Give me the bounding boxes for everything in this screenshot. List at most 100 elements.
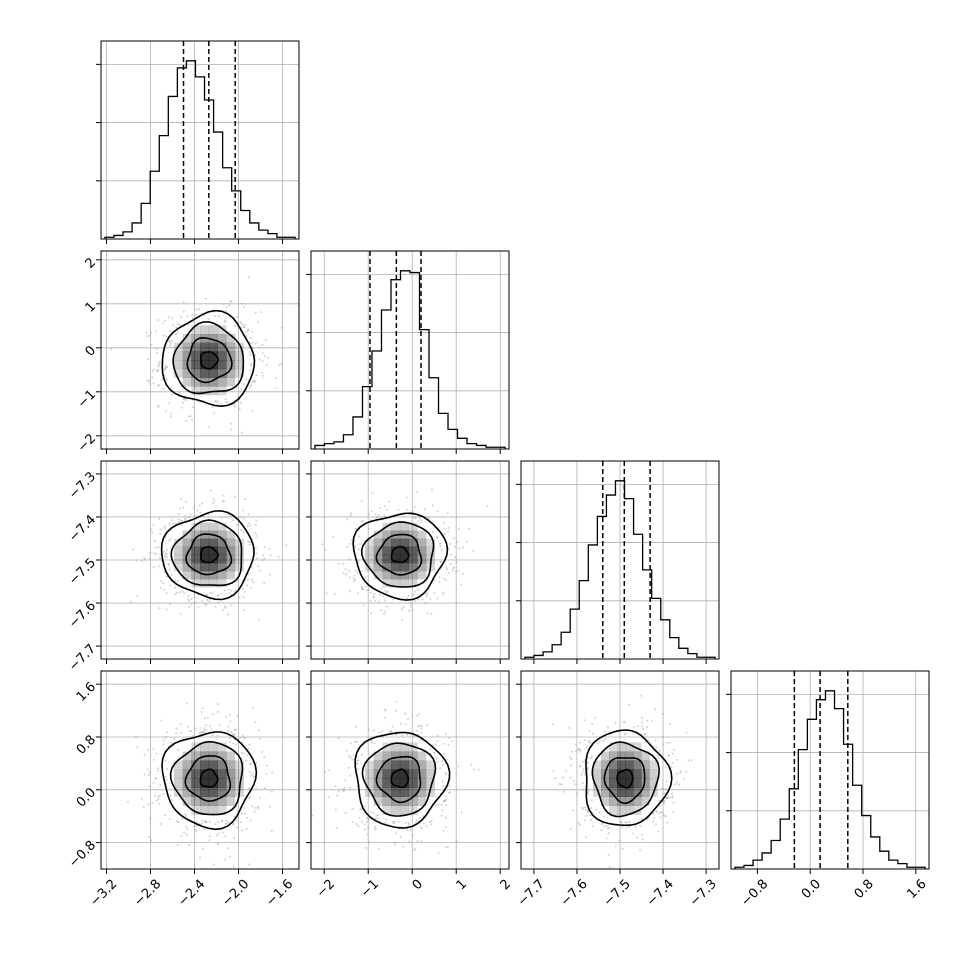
scatter-point bbox=[574, 783, 577, 786]
scatter-point bbox=[433, 579, 436, 582]
scatter-point bbox=[654, 739, 657, 742]
scatter-point bbox=[430, 819, 433, 822]
scatter-point bbox=[217, 400, 220, 403]
contour-3 bbox=[354, 731, 451, 829]
panel-frame bbox=[100, 670, 300, 870]
scatter-point bbox=[585, 814, 588, 817]
scatter-point bbox=[436, 535, 439, 538]
scatter-point bbox=[180, 316, 183, 319]
scatter-point bbox=[262, 554, 265, 557]
density-cell bbox=[617, 760, 626, 770]
scatter-point bbox=[242, 326, 245, 329]
scatter-point bbox=[586, 768, 589, 771]
density-cell bbox=[382, 546, 392, 556]
scatter-point bbox=[569, 827, 572, 830]
scatter-point bbox=[157, 319, 160, 322]
density-cell bbox=[609, 751, 618, 761]
scatter-point bbox=[394, 832, 397, 835]
scatter-point bbox=[348, 576, 351, 579]
scatter-point bbox=[250, 362, 253, 365]
scatter-point bbox=[257, 807, 260, 810]
density-cell bbox=[217, 522, 227, 531]
scatter-point bbox=[395, 700, 398, 703]
scatter-point bbox=[402, 606, 405, 609]
scatter-point bbox=[172, 522, 175, 525]
scatter-point bbox=[653, 816, 656, 819]
scatter-point bbox=[229, 713, 232, 716]
scatter-point bbox=[153, 552, 156, 555]
density-cell bbox=[200, 778, 210, 788]
scatter-point bbox=[554, 777, 557, 780]
scatter-point bbox=[670, 766, 673, 769]
scatter-point bbox=[357, 561, 360, 564]
scatter-point bbox=[253, 776, 256, 779]
density-cell bbox=[641, 796, 650, 806]
scatter-point bbox=[607, 827, 610, 830]
scatter-point bbox=[425, 593, 428, 596]
scatter-point bbox=[191, 406, 194, 409]
density-cell bbox=[173, 351, 183, 361]
density-cell bbox=[417, 570, 427, 580]
scatter-point bbox=[154, 546, 157, 549]
density-cell bbox=[426, 787, 436, 797]
scatter-point bbox=[321, 543, 324, 546]
scatter-point bbox=[185, 420, 188, 423]
scatter-point bbox=[170, 574, 173, 577]
scatter-point bbox=[244, 324, 247, 327]
scatter-point bbox=[623, 733, 626, 736]
scatter-point bbox=[679, 770, 682, 773]
scatter-point bbox=[658, 757, 661, 760]
density-cell bbox=[391, 554, 401, 564]
scatter-point bbox=[215, 400, 218, 403]
scatter-point bbox=[461, 572, 464, 575]
scatter-point bbox=[389, 730, 392, 733]
density-cell bbox=[617, 796, 626, 806]
density-cell bbox=[217, 325, 227, 335]
density-cell bbox=[617, 787, 626, 797]
density-cell bbox=[399, 579, 409, 588]
scatter-point bbox=[449, 542, 452, 545]
scatter-point bbox=[191, 317, 194, 320]
scatter-point bbox=[225, 715, 228, 718]
scatter-point bbox=[677, 783, 680, 786]
scatter-point bbox=[458, 547, 461, 550]
scatter-point bbox=[165, 552, 168, 555]
density-cell bbox=[365, 554, 375, 564]
contour-0 bbox=[616, 768, 634, 789]
density-cell bbox=[592, 769, 602, 779]
density-cell bbox=[399, 769, 409, 779]
scatter-point bbox=[574, 743, 577, 746]
scatter-point bbox=[372, 595, 375, 598]
scatter-point bbox=[389, 730, 392, 733]
density-cell bbox=[173, 368, 183, 378]
scatter-point bbox=[596, 742, 599, 745]
density-cell bbox=[426, 778, 436, 788]
scatter-point bbox=[352, 754, 355, 757]
y-tick-label: 1.6 bbox=[74, 680, 99, 705]
scatter-point bbox=[204, 604, 207, 607]
scatter-point bbox=[356, 759, 359, 762]
scatter-point bbox=[445, 732, 448, 735]
scatter-point bbox=[360, 587, 363, 590]
scatter-point bbox=[371, 492, 374, 495]
scatter-point bbox=[182, 310, 185, 313]
scatter-point bbox=[285, 544, 288, 547]
scatter-point bbox=[668, 754, 671, 757]
scatter-point bbox=[238, 408, 241, 411]
scatter-point bbox=[197, 606, 200, 609]
scatter-point bbox=[568, 726, 571, 729]
scatter-point bbox=[129, 601, 132, 604]
panel-frame bbox=[730, 670, 930, 870]
scatter-point bbox=[392, 598, 395, 601]
scatter-point bbox=[672, 752, 675, 755]
scatter-point bbox=[362, 604, 365, 607]
scatter-point bbox=[446, 568, 449, 571]
density-cell bbox=[408, 751, 418, 761]
density-cell bbox=[382, 751, 392, 761]
scatter-point bbox=[205, 821, 208, 824]
scatter-point bbox=[247, 513, 250, 516]
scatter-point bbox=[252, 380, 255, 383]
scatter-point bbox=[177, 512, 180, 515]
scatter-point bbox=[353, 574, 356, 577]
scatter-point bbox=[180, 834, 183, 837]
